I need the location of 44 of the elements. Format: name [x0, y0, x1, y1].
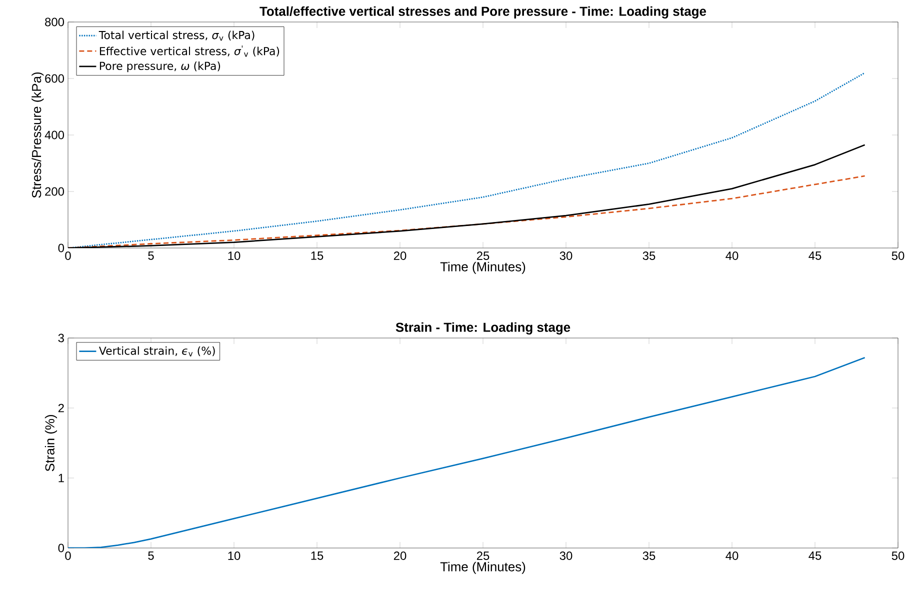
x-tick-label: 45	[808, 252, 822, 260]
line-series	[68, 72, 866, 248]
x-tick-label: 35	[642, 552, 656, 560]
y-axis-title: Strain (%)	[44, 415, 57, 472]
y-tick-label: 0	[58, 544, 64, 552]
x-tick-label: 0	[65, 252, 71, 260]
legend-label: Vertical strain, ϵ$_{v}$ (%)	[98, 346, 215, 356]
x-tick-label: 45	[808, 552, 822, 560]
x-tick-label: 30	[560, 252, 572, 260]
y-tick-label: 0	[58, 244, 64, 252]
y-tick-label: 800	[45, 18, 64, 26]
y-tick-label: 400	[44, 130, 64, 140]
y-tick-label: 3	[58, 334, 64, 342]
legend-label: Pore pressure, ω (kPa)	[100, 62, 220, 72]
x-tick-label: 15	[311, 552, 324, 560]
x-tick-label: 5	[148, 252, 154, 260]
x-tick-label: 0	[65, 552, 71, 560]
x-tick-label: 30	[560, 552, 572, 560]
chart-title: Total/effective vertical stresses and Pore pressure - Time: Loading stage	[260, 6, 706, 19]
x-tick-label: 50	[892, 552, 904, 560]
legend-label: Total vertical stress, σ$_{v}$ (kPa)	[98, 30, 254, 41]
x-tick-label: 35	[642, 252, 656, 260]
chart-title: Strain - Time: Loading stage	[396, 322, 570, 335]
x-tick-label: 25	[476, 252, 490, 260]
x-tick-label: 20	[394, 252, 406, 260]
y-tick-label: 1	[58, 474, 64, 482]
x-tick-label: 5	[148, 552, 154, 560]
y-tick-label: 200	[45, 187, 64, 196]
x-axis-title: Time (Minutes)	[440, 262, 526, 274]
line-series	[68, 175, 866, 248]
x-tick-label: 40	[726, 252, 738, 260]
x-tick-label: 50	[892, 252, 904, 260]
legend-label: Effective vertical stress, σ$^{'}$$_{v}$ (kPa)	[100, 46, 280, 57]
x-tick-label: 25	[476, 552, 490, 560]
y-tick-label: 600	[45, 74, 64, 83]
x-axis-title: Time (Minutes)	[440, 562, 526, 574]
x-tick-label: 40	[726, 552, 738, 560]
x-tick-label: 15	[311, 252, 324, 260]
y-axis-title: Stress/Pressure (kPa)	[32, 72, 44, 198]
line-series	[68, 144, 866, 248]
y-tick-label: 2	[58, 404, 64, 412]
x-tick-label: 20	[394, 552, 406, 560]
x-tick-label: 10	[228, 252, 240, 260]
x-tick-label: 10	[228, 552, 240, 560]
